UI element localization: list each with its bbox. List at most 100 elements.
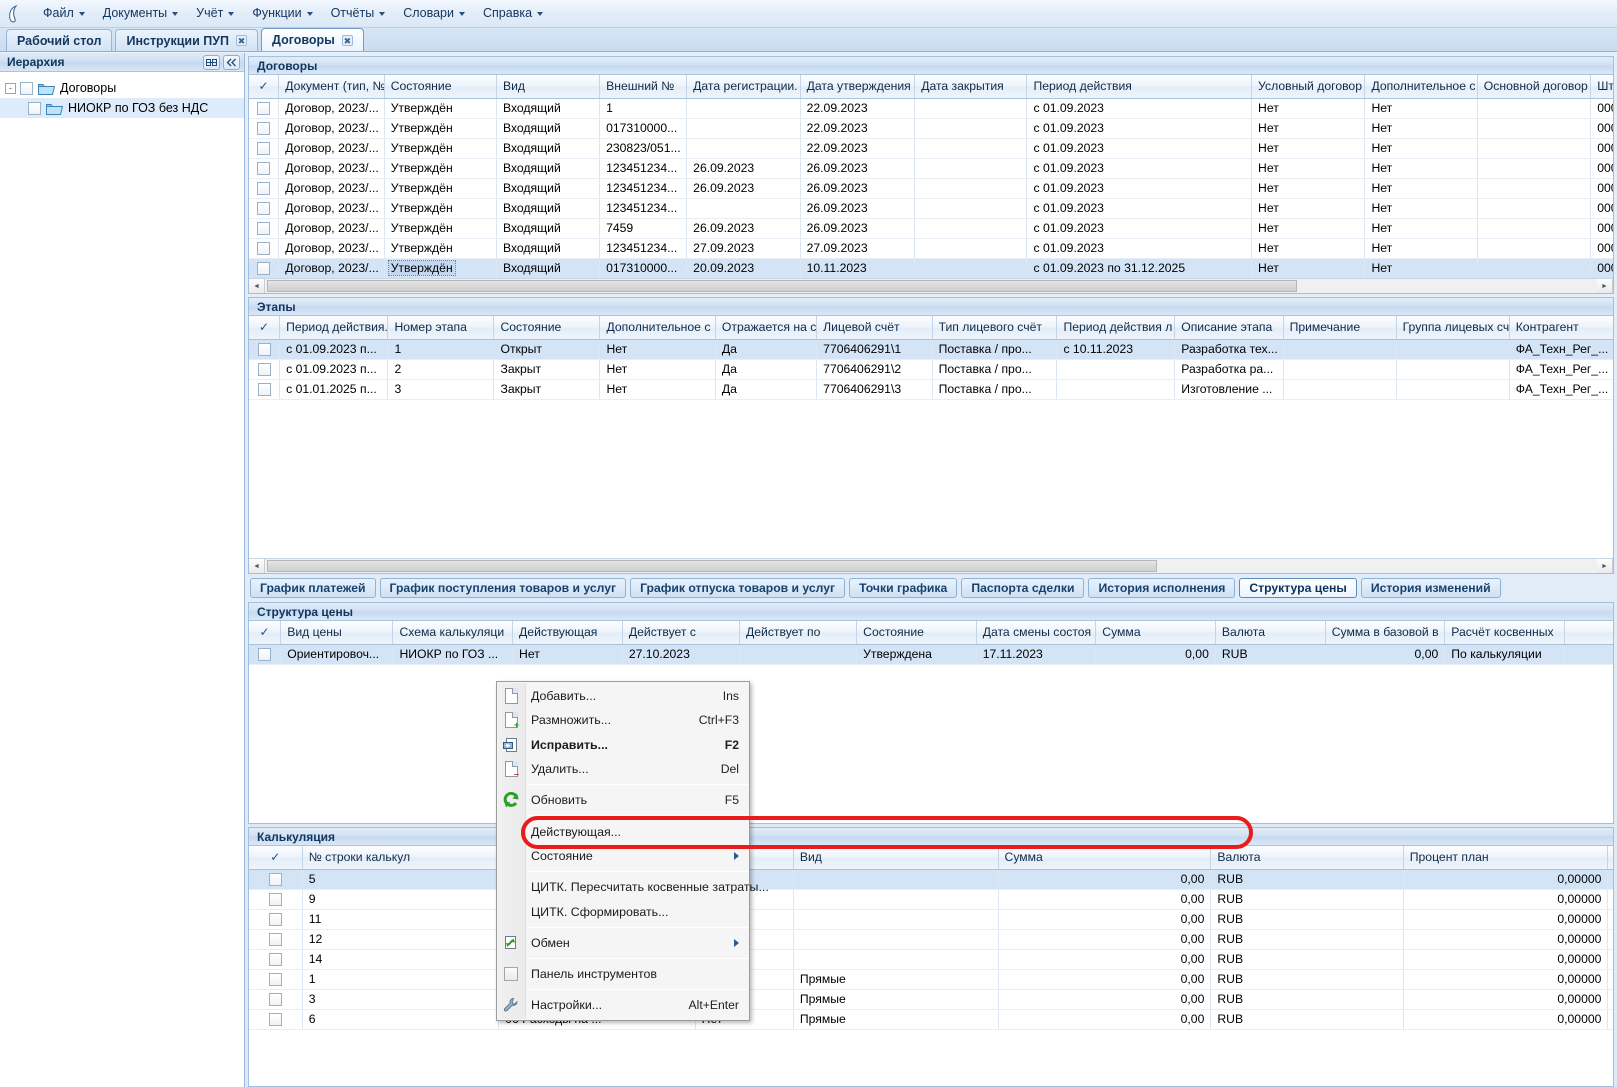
cell-reg[interactable] [686, 138, 801, 159]
contracts-scroll-track[interactable] [265, 279, 1597, 293]
cell-reg[interactable]: 26.09.2023 [686, 178, 801, 199]
cell-appr[interactable]: 22.09.2023 [800, 138, 916, 159]
context-menu-item-0[interactable]: Добавить... Ins [497, 684, 749, 708]
column-header-12[interactable]: Контрагент [1509, 316, 1613, 340]
cell-account[interactable]: 7706406291\1 [816, 339, 933, 360]
detail-tab-4[interactable]: Паспорта сделки [961, 578, 1085, 598]
cell-to[interactable] [739, 644, 858, 665]
column-header-8[interactable]: Сумма [1095, 621, 1216, 645]
cell-accperiod[interactable] [1056, 379, 1176, 400]
cell-state[interactable]: Утверждён [384, 98, 497, 119]
detail-tab-1[interactable]: График поступления товаров и услуг [379, 578, 627, 598]
cell-reg[interactable] [686, 198, 801, 219]
row-checkbox-cell[interactable] [249, 198, 280, 219]
cell-indirect[interactable]: По калькуляции [1444, 644, 1565, 665]
table-row[interactable]: Договор, 2023/... Утверждён Входящий 017310… [249, 258, 1613, 278]
menu-1[interactable]: Документы [94, 2, 187, 25]
cell-close[interactable] [914, 198, 1028, 219]
row-checkbox[interactable] [257, 162, 271, 176]
cell-doc[interactable]: Договор, 2023/... [278, 98, 385, 119]
cell-state[interactable]: Закрыт [493, 359, 601, 380]
cell-state[interactable]: Утверждён [384, 138, 497, 159]
cell-fact[interactable]: 0,00000 [1607, 889, 1613, 910]
row-checkbox[interactable] [257, 383, 271, 397]
row-checkbox[interactable] [268, 893, 282, 907]
cell-doc[interactable]: Договор, 2023/... [278, 238, 385, 259]
table-row[interactable]: с 01.09.2023 п... 2 Закрыт Нет Да 7706406291\… [249, 359, 1613, 380]
tab-1[interactable]: Инструкции ПУП ✖ [115, 29, 259, 51]
cell-cond[interactable]: Нет [1251, 258, 1366, 278]
cell-period[interactable]: с 01.09.2023 [1026, 138, 1253, 159]
cell-plan[interactable]: 0,00000 [1403, 949, 1609, 970]
row-checkbox-cell[interactable] [249, 118, 280, 139]
column-header-0[interactable]: ✓ [249, 846, 303, 870]
row-checkbox[interactable] [257, 262, 271, 276]
column-header-1[interactable]: Период действия.. [279, 316, 389, 340]
cell-barcode[interactable]: 0000002002 [1590, 138, 1613, 159]
tree-checkbox[interactable] [20, 81, 33, 95]
cell-kind[interactable]: Прямые [793, 989, 999, 1010]
cell-accperiod[interactable]: с 10.11.2023 [1056, 339, 1176, 360]
cell-kind[interactable]: Входящий [496, 98, 601, 119]
column-header-0[interactable]: ✓ [249, 75, 280, 99]
stages-grid-scrollarea[interactable]: ✓ Период действия.. Номер этапа Состояние До… [249, 316, 1613, 558]
cell-reflect[interactable]: Да [715, 379, 818, 400]
cell-reg[interactable]: 26.09.2023 [686, 218, 801, 239]
tab-0[interactable]: Рабочий стол [6, 29, 113, 51]
row-checkbox[interactable] [257, 122, 271, 136]
cell-kind[interactable] [793, 869, 999, 890]
cell-close[interactable] [914, 218, 1028, 239]
column-header-7[interactable]: Дата смены состоя [976, 621, 1097, 645]
cell-note[interactable] [1283, 379, 1397, 400]
cell-main[interactable] [1477, 118, 1592, 139]
hierarchy-tree[interactable]: - Договоры НИОКР по ГОЗ без НДС [0, 72, 244, 1087]
cell-main[interactable] [1477, 138, 1592, 159]
cell-active[interactable]: Нет [512, 644, 623, 665]
cell-plan[interactable]: 0,00000 [1403, 889, 1609, 910]
cell-state[interactable]: Открыт [493, 339, 601, 360]
cell-period[interactable]: с 01.09.2023 [1026, 118, 1253, 139]
table-row[interactable]: 505 Соц. отчисл...Нет0,00RUB0,000000,000… [249, 869, 1613, 890]
row-checkbox[interactable] [258, 648, 272, 662]
row-checkbox[interactable] [257, 202, 271, 216]
expander-icon[interactable]: - [5, 82, 16, 94]
cell-kind[interactable] [793, 929, 999, 950]
cell-cond[interactable]: Нет [1251, 138, 1366, 159]
row-checkbox[interactable] [268, 873, 282, 887]
price-structure-table[interactable]: ✓ Вид цены Схема калькуляци Действующая Дейс… [249, 621, 1613, 665]
cell-period[interactable]: с 01.09.2023 [1026, 218, 1253, 239]
context-menu-item-5[interactable]: Обновить F5 [497, 788, 749, 812]
calculation-scrollarea[interactable]: ✓№ строки калькулСтатья затратОсноВидСум… [249, 846, 1613, 1086]
column-header-11[interactable]: Группа лицевых сч [1396, 316, 1510, 340]
table-row[interactable]: Договор, 2023/... Утверждён Входящий 7459 26… [249, 218, 1613, 239]
cell-descr[interactable]: Разработка ра... [1174, 359, 1284, 380]
column-header-4[interactable]: Дополнительное с [599, 316, 716, 340]
column-header-8[interactable]: Процент факт [1607, 846, 1613, 870]
cell-state[interactable]: Утверждён [384, 178, 497, 199]
cell-kind[interactable]: Входящий [496, 258, 601, 278]
column-header-3[interactable]: Действующая [512, 621, 623, 645]
row-checkbox-cell[interactable] [249, 929, 303, 950]
row-checkbox[interactable] [257, 142, 271, 156]
cell-currency[interactable]: RUB [1210, 909, 1404, 930]
cell-close[interactable] [914, 98, 1028, 119]
cell-reg[interactable] [686, 118, 801, 139]
cell-period[interactable]: с 01.09.2023 п... [279, 359, 389, 380]
cell-main[interactable] [1477, 158, 1592, 179]
collapse-panel-icon[interactable] [223, 54, 240, 70]
column-header-8[interactable]: Период действия [1026, 75, 1253, 99]
cell-appr[interactable]: 27.09.2023 [800, 238, 916, 259]
cell-doc[interactable]: Договор, 2023/... [278, 158, 385, 179]
cell-fact[interactable]: 0,00000 [1607, 869, 1613, 890]
table-row[interactable]: Договор, 2023/... Утверждён Входящий 123451… [249, 198, 1613, 219]
row-checkbox-cell[interactable] [249, 98, 280, 119]
column-header-4[interactable]: Вид [793, 846, 999, 870]
cell-doc[interactable]: Договор, 2023/... [278, 178, 385, 199]
cell-extnum[interactable]: 017310000... [599, 258, 688, 278]
cell-agent[interactable]: ФА_Техн_Рег_... [1509, 359, 1613, 380]
row-checkbox[interactable] [257, 102, 271, 116]
row-checkbox[interactable] [268, 1013, 282, 1027]
cell-doc[interactable]: Договор, 2023/... [278, 218, 385, 239]
column-header-1[interactable]: Вид цены [280, 621, 394, 645]
column-header-5[interactable]: Сумма [998, 846, 1212, 870]
